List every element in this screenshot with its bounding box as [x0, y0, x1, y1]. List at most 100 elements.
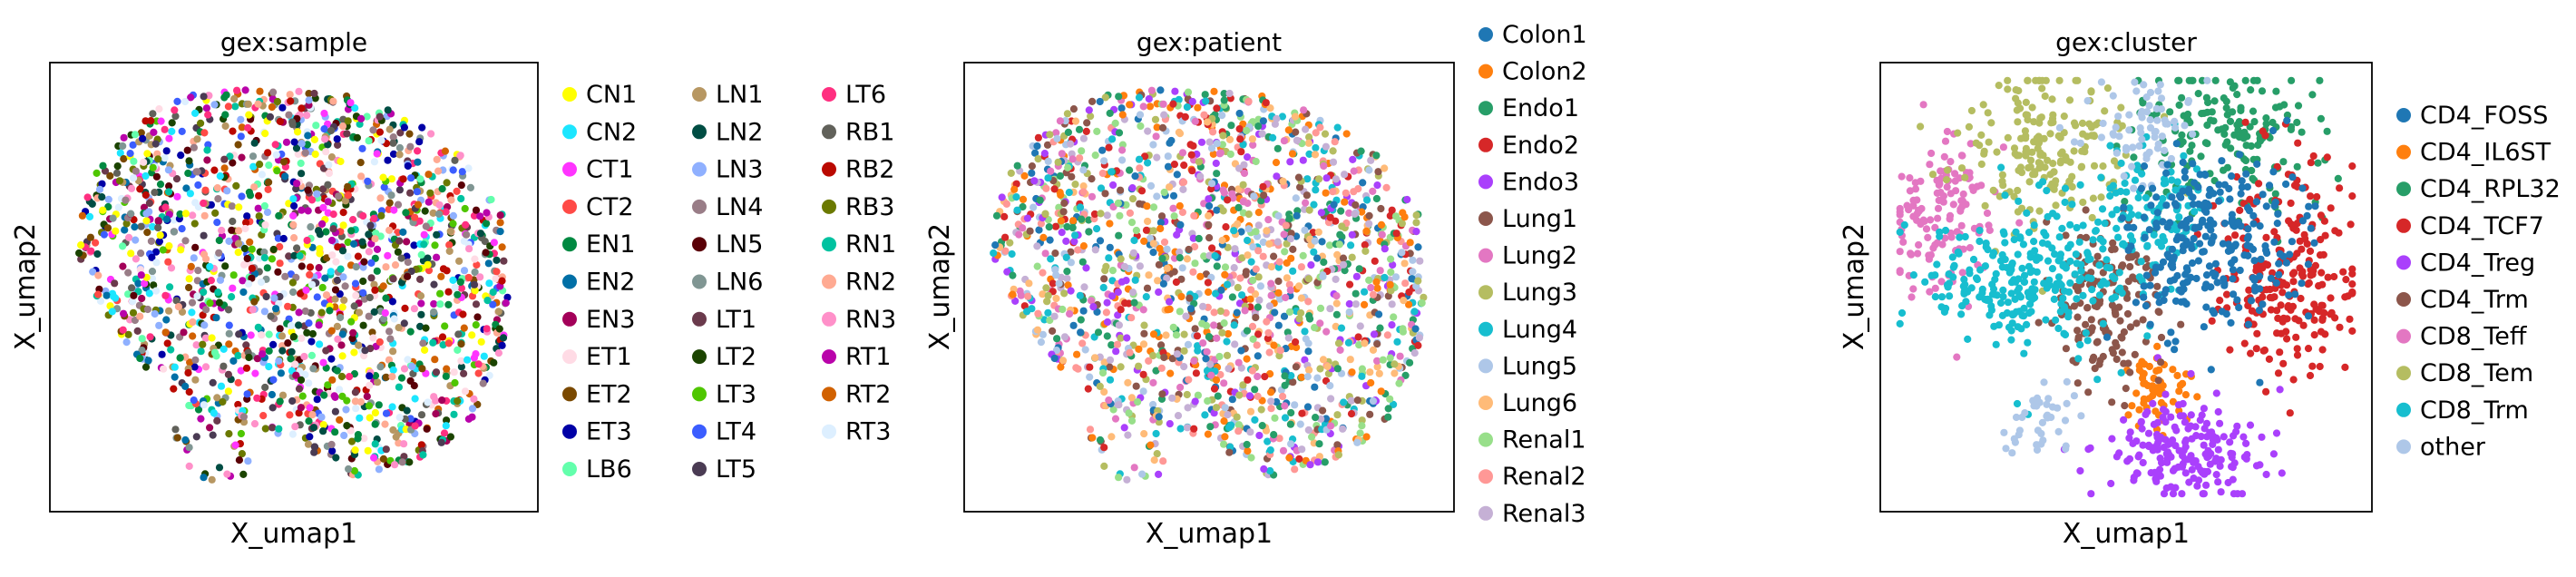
data-point — [188, 308, 196, 317]
data-point — [1226, 150, 1234, 159]
data-point — [132, 167, 140, 175]
data-point — [482, 249, 490, 257]
data-point — [2001, 191, 2009, 200]
data-point — [337, 341, 346, 349]
data-point — [1296, 420, 1304, 428]
data-point — [2253, 329, 2261, 337]
data-point — [1896, 204, 1904, 213]
data-point — [347, 437, 356, 445]
data-point — [2288, 76, 2296, 84]
data-point — [119, 262, 127, 270]
data-point — [2048, 265, 2056, 273]
data-point — [2044, 156, 2052, 164]
data-point — [145, 289, 153, 298]
data-point — [442, 422, 450, 430]
data-point — [1985, 138, 1993, 146]
data-point — [1115, 321, 1123, 329]
data-point — [361, 347, 369, 355]
data-point — [1302, 125, 1310, 133]
data-point — [1931, 240, 1939, 249]
legend-marker — [822, 311, 836, 327]
data-point — [1126, 101, 1134, 109]
data-point — [322, 148, 330, 156]
data-point — [127, 184, 136, 192]
data-point — [364, 177, 372, 185]
data-point — [1273, 114, 1281, 122]
data-point — [1260, 465, 1268, 474]
data-point — [215, 249, 223, 257]
data-point — [1245, 392, 1254, 400]
data-point — [1291, 112, 1300, 121]
data-point — [234, 378, 242, 386]
data-point — [2249, 107, 2258, 115]
data-point — [1231, 245, 1239, 253]
data-point — [1319, 272, 1327, 280]
data-point — [228, 293, 236, 301]
data-point — [1166, 139, 1174, 147]
data-point — [2097, 193, 2105, 201]
data-point — [2013, 106, 2021, 114]
data-point — [284, 302, 292, 310]
legend-label: LT2 — [716, 343, 756, 371]
data-point — [190, 143, 198, 152]
data-point — [338, 122, 347, 131]
data-point — [119, 326, 127, 334]
data-point — [199, 340, 207, 348]
data-point — [2307, 192, 2315, 200]
data-point — [360, 258, 368, 266]
data-point — [202, 306, 210, 314]
data-point — [1123, 334, 1131, 342]
data-point — [288, 279, 297, 287]
data-point — [1128, 184, 1137, 192]
data-point — [1010, 185, 1019, 193]
data-point — [1137, 122, 1145, 131]
legend-label: EN3 — [586, 306, 635, 334]
data-point — [2233, 91, 2241, 99]
data-point — [411, 213, 419, 221]
data-point — [1206, 360, 1215, 368]
data-point — [1383, 331, 1391, 339]
data-point — [1254, 209, 1263, 217]
data-point — [2293, 162, 2301, 171]
data-point — [1079, 242, 1088, 250]
data-point — [268, 424, 277, 432]
data-point — [1156, 86, 1165, 94]
data-point — [1381, 245, 1389, 253]
data-point — [370, 214, 378, 222]
data-point — [1917, 220, 1925, 229]
data-point — [1176, 220, 1185, 229]
data-point — [338, 303, 346, 311]
data-point — [2246, 421, 2255, 429]
data-point — [150, 281, 158, 289]
legend-marker — [822, 274, 836, 289]
data-point — [2242, 439, 2250, 447]
data-point — [1216, 149, 1225, 157]
data-point — [461, 204, 469, 213]
data-point — [1251, 416, 1259, 424]
data-point — [2287, 199, 2295, 208]
data-point — [1957, 221, 1966, 230]
data-point — [498, 243, 506, 251]
legend-item: CT2 — [562, 193, 634, 221]
data-point — [1273, 172, 1281, 181]
data-point — [1312, 129, 1320, 137]
data-point — [2230, 131, 2239, 139]
data-point — [365, 402, 374, 410]
data-point — [2238, 490, 2247, 498]
data-point — [1345, 299, 1353, 308]
data-point — [93, 249, 102, 259]
data-point — [2075, 238, 2083, 246]
data-point — [1265, 302, 1273, 310]
data-point — [1088, 192, 1097, 200]
data-point — [2239, 433, 2248, 441]
data-point — [442, 208, 450, 216]
data-point — [1058, 150, 1066, 158]
data-point — [130, 216, 138, 224]
data-point — [201, 363, 210, 371]
data-point — [1144, 217, 1152, 226]
legend-label: Endo2 — [1502, 132, 1579, 160]
data-point — [2060, 112, 2068, 121]
data-point — [217, 382, 226, 390]
data-point — [2052, 177, 2060, 185]
data-point — [2117, 368, 2125, 377]
